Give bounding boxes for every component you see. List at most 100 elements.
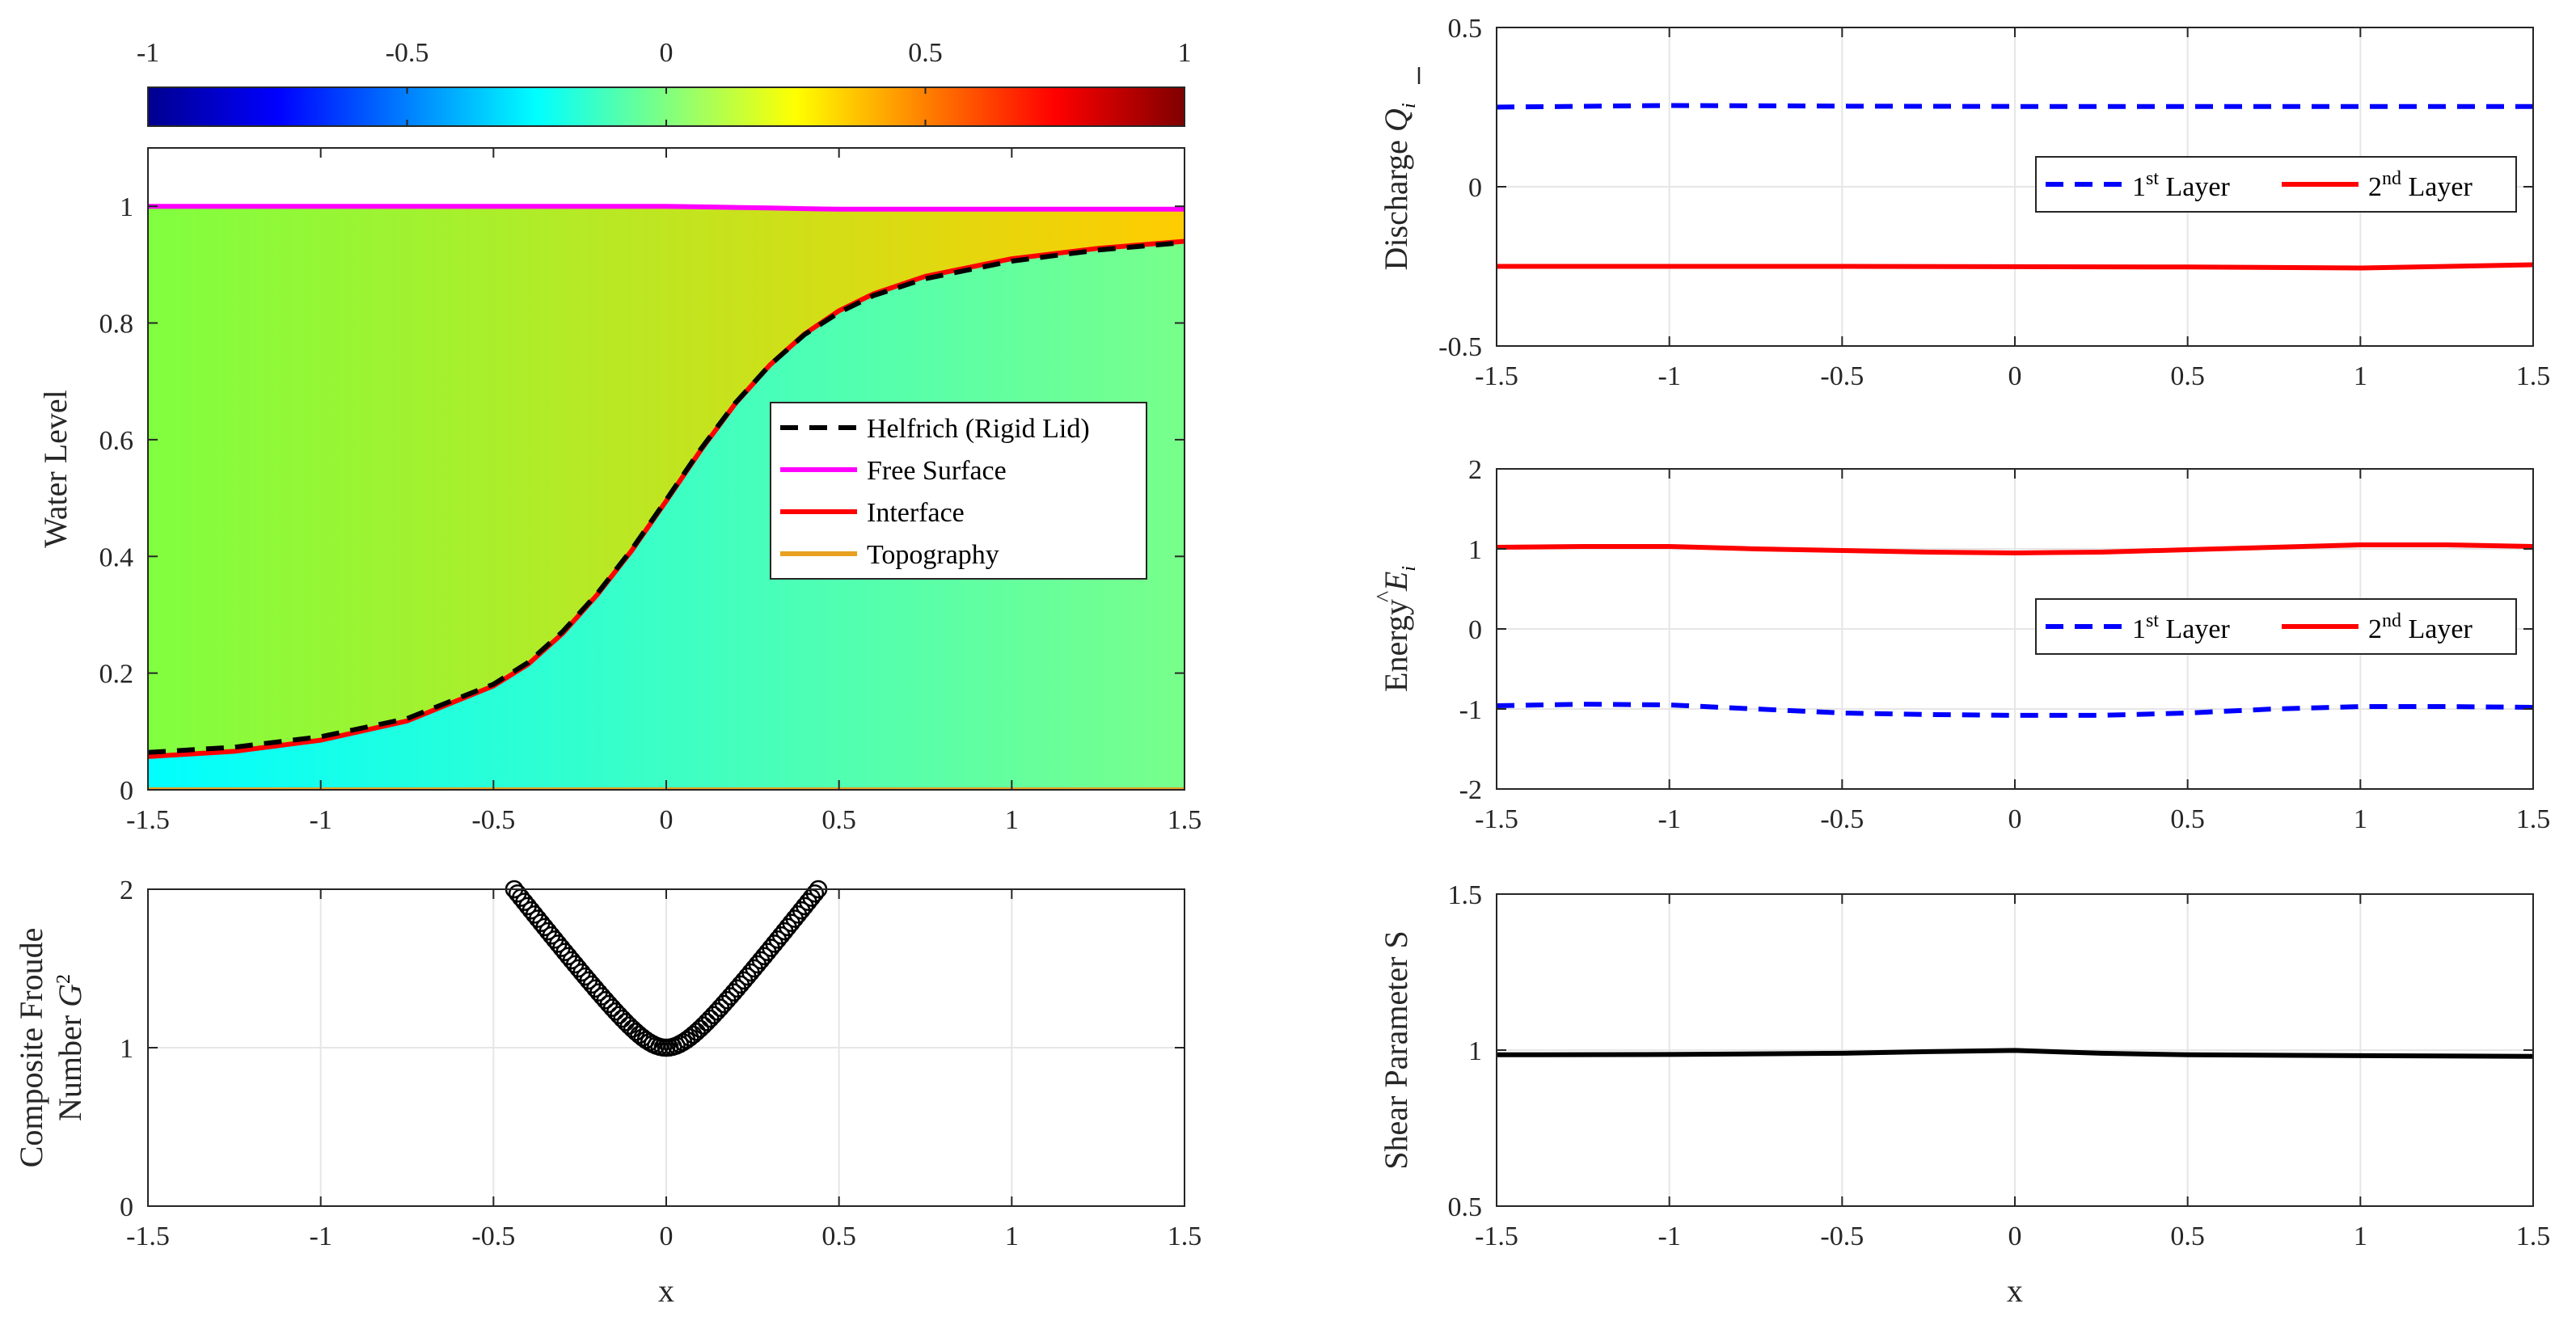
legend-label: 1st Layer xyxy=(2132,610,2230,644)
dq-xtick-label: -0.5 xyxy=(1820,361,1864,391)
legend-name: Layer xyxy=(2159,614,2230,644)
legend-label: Topography xyxy=(867,540,999,570)
shear-ytick-label: 1 xyxy=(1468,1036,1482,1066)
shear-ytick-label: 1.5 xyxy=(1448,880,1483,910)
dq-xtick-label: 1.5 xyxy=(2516,361,2551,391)
water-level-ytick-label: 0.2 xyxy=(99,660,134,690)
shear-lines xyxy=(1496,1048,2534,1059)
dq-series-line xyxy=(1497,262,2534,271)
legend-name: Layer xyxy=(2159,172,2230,202)
shear-xtick-label: 0.5 xyxy=(2170,1221,2205,1251)
energy-lines xyxy=(1496,542,2534,718)
colorbar-tick-label: 0 xyxy=(660,38,674,68)
froude-xtick-label: 0.5 xyxy=(821,1221,856,1251)
froude-ylabel-line2: Number G2 xyxy=(52,974,88,1121)
dq-xtick-label: -1 xyxy=(1658,361,1681,391)
froude-xtick-label: 0 xyxy=(660,1221,674,1251)
froude-marker xyxy=(690,1019,710,1038)
discharge-ylabel-word: Discharge xyxy=(1378,140,1414,270)
en-xtick-label: -1.5 xyxy=(1475,804,1518,834)
colorbar: -1 -0.5 0 0.5 1 xyxy=(137,38,1192,127)
froude-xtick-label: -0.5 xyxy=(471,1221,515,1251)
water-level-xtick-label: -1.5 xyxy=(126,805,170,835)
energy-legend: 1st Layer 2nd Layer xyxy=(2035,598,2517,655)
froude-marker xyxy=(619,1016,639,1035)
shear-xtick-label: -1.5 xyxy=(1475,1221,1518,1251)
upper-layer-fill xyxy=(148,206,1185,757)
water-level-xtick-label: 0.5 xyxy=(821,805,856,835)
legend-ordinal-sup: nd xyxy=(2382,168,2401,189)
shear-ticks: -1.5 -1 -0.5 0 0.5 1 1.5 0.5 1 1.5 xyxy=(1448,880,2551,1251)
froude-marker xyxy=(687,1023,706,1041)
colorbar-tick-label: 1 xyxy=(1178,38,1192,68)
energy-ylabel-symbol: E xyxy=(1378,572,1414,592)
froude-xtick-label: -1 xyxy=(310,1221,332,1251)
energy-ylabel-hat: ^ xyxy=(1371,591,1398,602)
en-xtick-label: -0.5 xyxy=(1820,804,1864,834)
shear-xtick-label: 1 xyxy=(2354,1221,2367,1251)
en-xtick-label: 0 xyxy=(2008,804,2022,834)
water-level-lines xyxy=(148,204,1185,790)
froude-ylabel-word: Number xyxy=(52,1015,88,1121)
froude-markers xyxy=(505,880,828,1057)
froude-ylabel-line1: Composite Froude xyxy=(13,928,49,1168)
discharge-plot: -1.5 -1 -0.5 0 0.5 1 1.5-0.500.5 Discharge Qi … xyxy=(1378,14,2550,391)
legend-name: Layer xyxy=(2401,614,2473,644)
en-xtick-label: 1 xyxy=(2354,804,2367,834)
dq-xtick-label: -1.5 xyxy=(1475,361,1518,391)
water-level-series-line xyxy=(148,239,1185,755)
shear-ylabel: Shear Parameter S xyxy=(1378,930,1414,1169)
en-ytick-label: -1 xyxy=(1459,695,1482,725)
froude-marker xyxy=(694,1016,713,1035)
colorbar-tick-label: -1 xyxy=(137,38,159,68)
water-level-ytick-label: 0.4 xyxy=(99,542,134,572)
colorbar-tick-label: -0.5 xyxy=(386,38,429,68)
froude-marker xyxy=(616,1013,636,1032)
froude-ytick-label: 2 xyxy=(120,875,133,905)
legend-ordinal-sup: nd xyxy=(2382,610,2401,631)
water-level-ylabel: Water Level xyxy=(37,390,74,548)
shear-series-line xyxy=(1496,1048,2534,1059)
dq-xtick-label: 0.5 xyxy=(2170,361,2205,391)
water-level-ytick-label: 0 xyxy=(120,776,133,806)
en-xtick-label: -1 xyxy=(1658,804,1681,834)
discharge-ylabel-symbol: Q xyxy=(1378,108,1414,132)
energy-ticks: -1.5 -1 -0.5 0 0.5 1 1.5 -2 -1 0 1 2 xyxy=(1459,455,2551,834)
en-xtick-label: 1.5 xyxy=(2516,804,2551,834)
legend-label: 1st Layer xyxy=(2132,168,2230,202)
dq-xtick-label: 0 xyxy=(2008,361,2022,391)
colorbar-tick-label: 0.5 xyxy=(908,38,943,68)
water-level-plot: -1.5 -1 -0.5 0 0.5 1 1.5 0 0.2 0.4 0.6 0.8 1 Water L… xyxy=(37,147,1202,835)
colorbar-ticks: -1 -0.5 0 0.5 1 xyxy=(137,38,1192,126)
water-level-ytick-label: 0.6 xyxy=(99,426,134,456)
en-ytick-label: 0 xyxy=(1468,615,1482,645)
dq-xtick-label: 1 xyxy=(2354,361,2367,391)
discharge-ylabel-sub: i xyxy=(1399,103,1420,109)
dq-ytick-label: 0.5 xyxy=(1448,14,1483,44)
shear-xtick-label: 1.5 xyxy=(2516,1221,2551,1251)
water-level-ticks: -1.5 -1 -0.5 0 0.5 1 1.5 0 0.2 0.4 0.6 0.8 1 xyxy=(99,148,1202,835)
en-xtick-label: 0.5 xyxy=(2170,804,2205,834)
water-level-legend: Helfrich (Rigid Lid) Free Surface Interfac… xyxy=(770,402,1147,580)
legend-label: Interface xyxy=(867,498,965,528)
froude-xtick-label: 1 xyxy=(1005,1221,1019,1251)
froude-ticks: -1.5 -1 -0.5 0 0.5 1 1.5 0 1 2 xyxy=(120,875,1201,1251)
legend-name: Layer xyxy=(2401,172,2473,202)
froude-marker xyxy=(805,884,825,903)
dq-ytick-label: -0.5 xyxy=(1438,332,1482,362)
froude-xtick-label: 1.5 xyxy=(1168,1221,1202,1251)
energy-ylabel-sub: i xyxy=(1399,566,1420,572)
froude-ylabel-sup: 2 xyxy=(53,974,74,984)
legend-label: Free Surface xyxy=(867,456,1007,486)
froude-marker xyxy=(613,1009,631,1028)
discharge-legend: 1st Layer 2nd Layer xyxy=(2035,156,2517,213)
water-level-xtick-label: 1 xyxy=(1005,805,1019,835)
dq-ytick-label: 0 xyxy=(1468,173,1482,203)
discharge-ticks: -1.5 -1 -0.5 0 0.5 1 1.5 -0.5 0 0.5 xyxy=(1438,14,2550,391)
discharge-lines xyxy=(1496,103,2534,271)
legend-label: 2nd Layer xyxy=(2368,168,2473,202)
shear-ytick-label: 0.5 xyxy=(1448,1192,1483,1222)
water-level-xtick-label: 1.5 xyxy=(1168,805,1202,835)
